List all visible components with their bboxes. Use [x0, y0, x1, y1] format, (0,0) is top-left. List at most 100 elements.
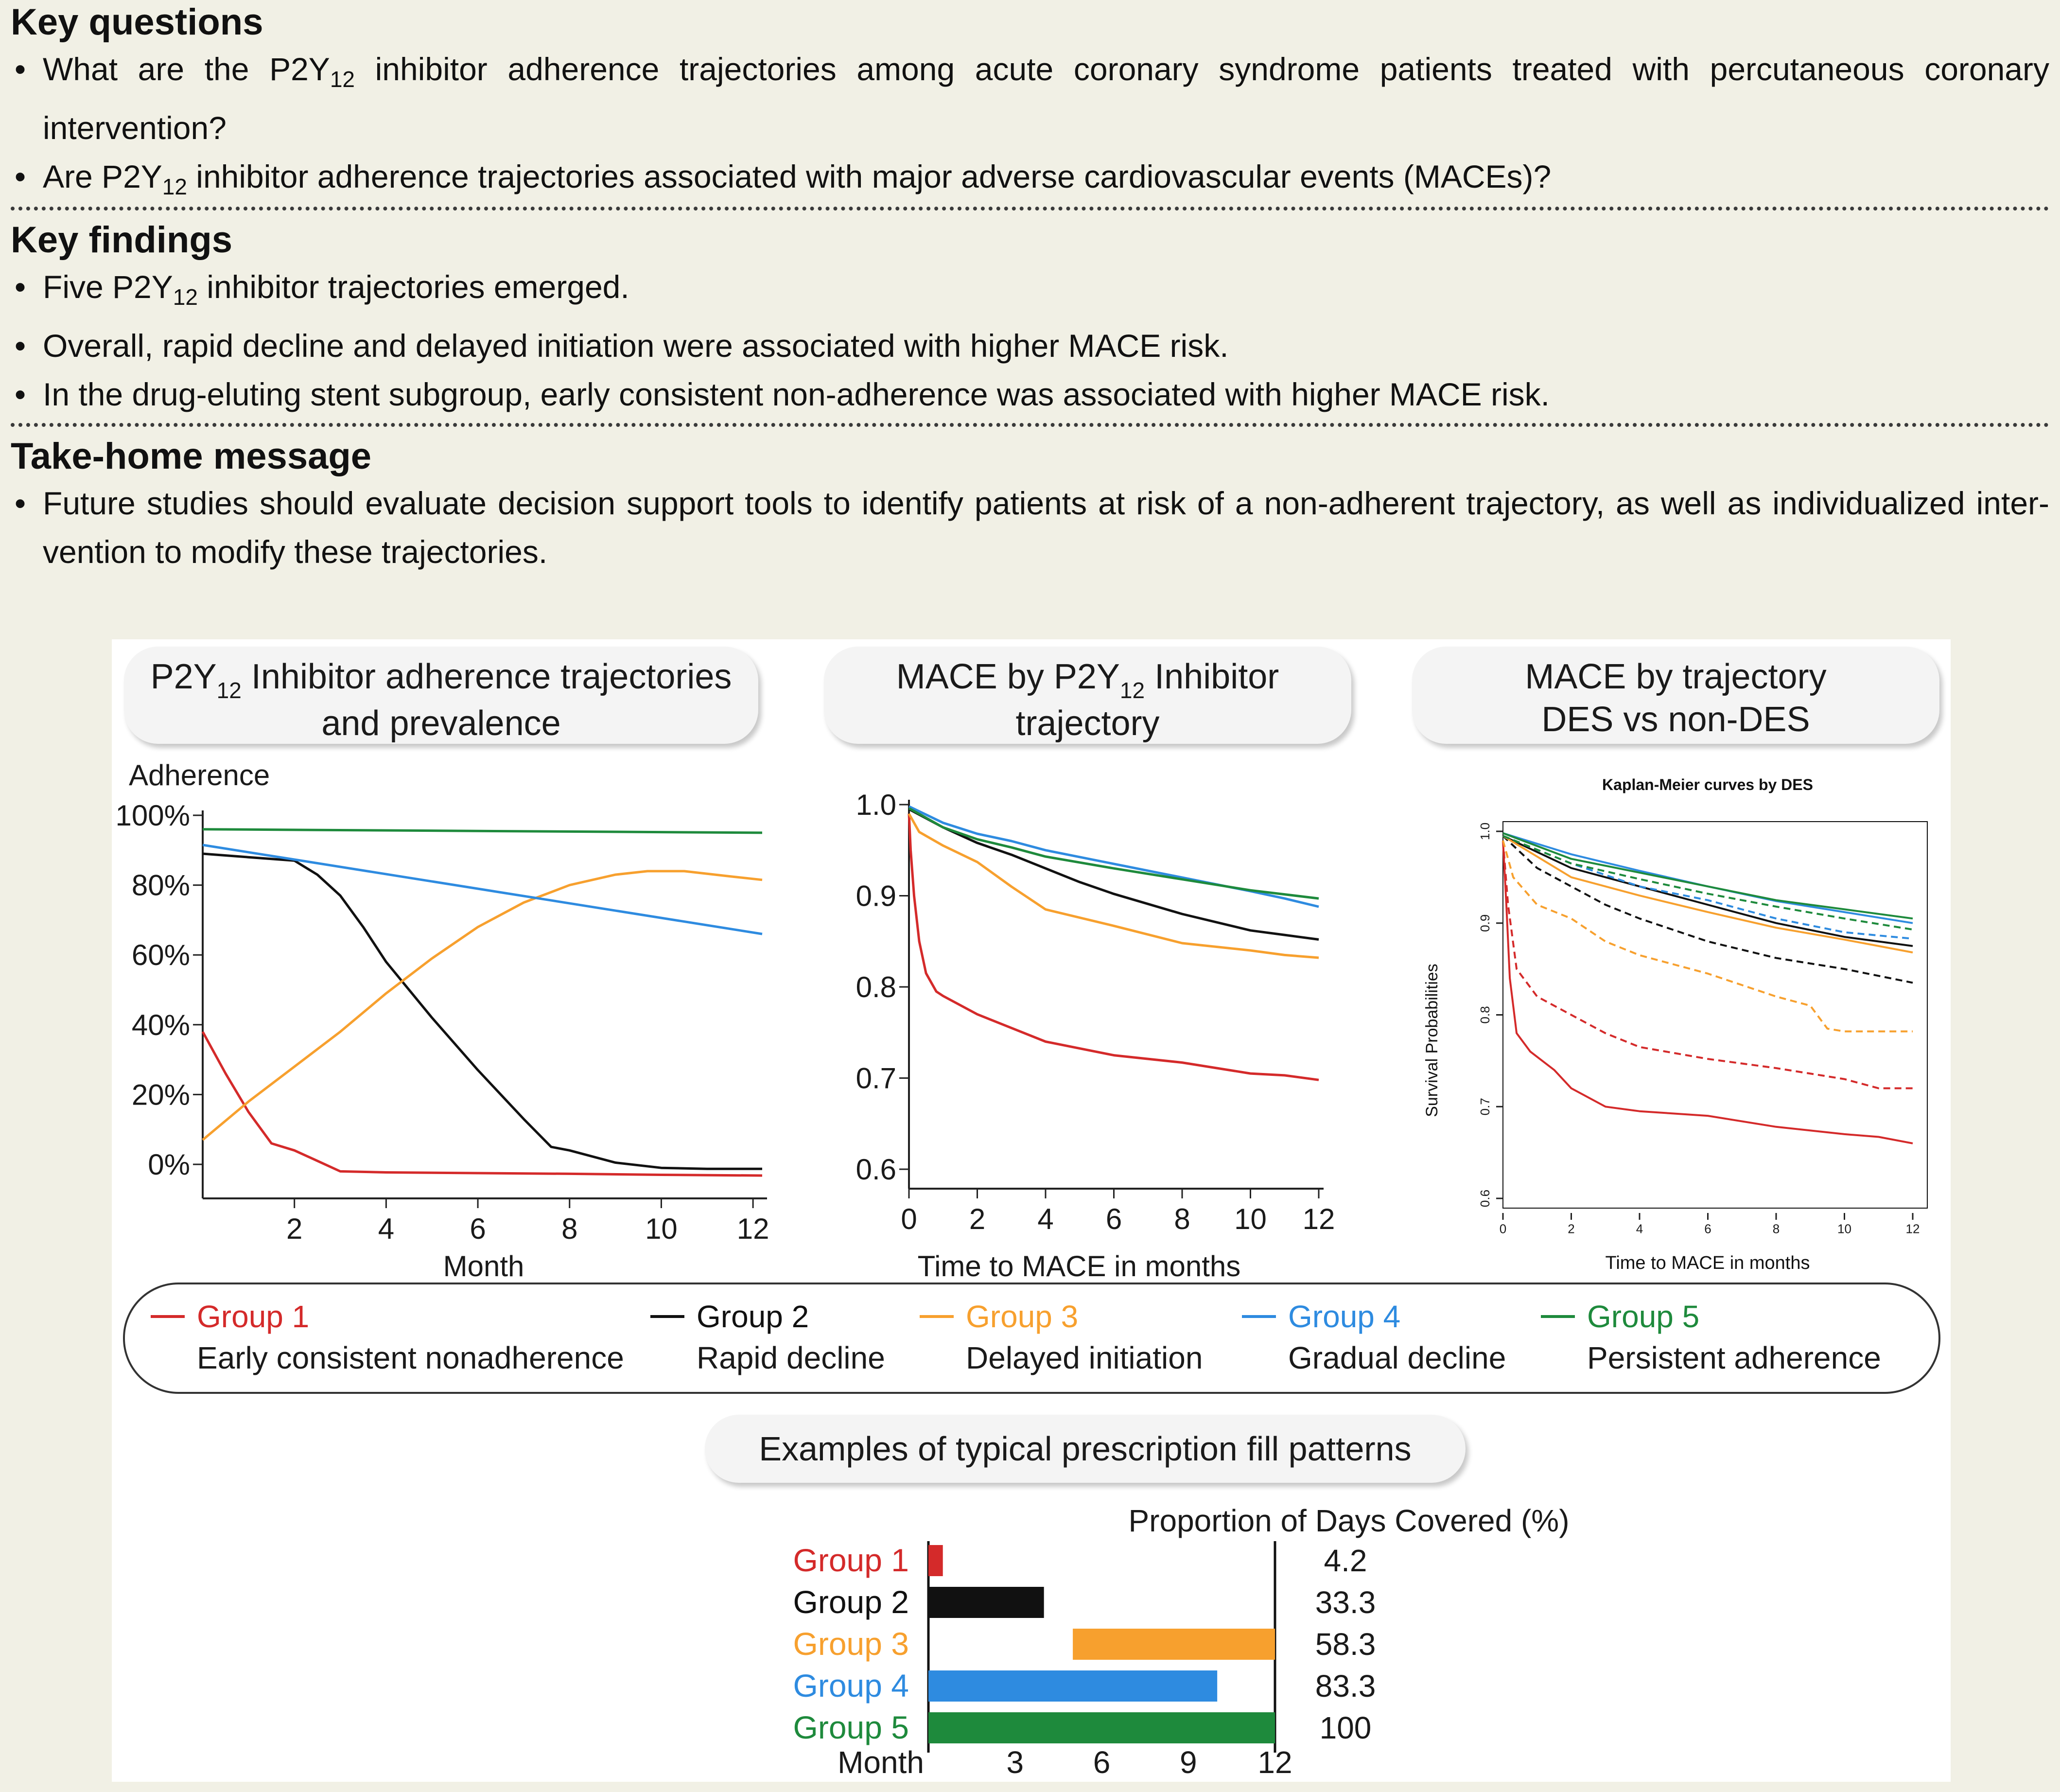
panel-title-des: MACE by trajectory DES vs non-DES	[1412, 647, 1939, 744]
legend-box	[123, 1283, 1940, 1394]
fill-pattern-chart: Proportion of Days Covered (%) Month Gro…	[793, 1503, 1570, 1780]
bar-value-label: 83.3	[1315, 1669, 1376, 1704]
x-tick-label: 6	[470, 1212, 486, 1245]
y-tick-label: 0.9	[856, 880, 896, 913]
bar-value-label: 100	[1320, 1710, 1372, 1745]
y-tick-label: 0.7	[856, 1062, 896, 1095]
x-tick-label: 12	[1303, 1203, 1335, 1235]
km-chart-title: Kaplan-Meier curves by DES	[1602, 776, 1813, 793]
y-tick-label: 60%	[132, 939, 190, 971]
figure-panel: P2Y12 Inhibitor adherence trajectories a…	[112, 639, 1951, 1782]
key-questions-title: Key questions	[11, 1, 263, 43]
y-tick-label: 1.0	[1478, 823, 1492, 840]
y-tick-label: 0.7	[1478, 1098, 1492, 1115]
fill-month-label: Month	[838, 1745, 924, 1780]
y-tick-label: 0.8	[1478, 1006, 1492, 1023]
bar-x-tick-label: 9	[1180, 1745, 1197, 1780]
bar-value-label: 58.3	[1315, 1627, 1376, 1662]
take-home-title: Take-home message	[11, 436, 372, 477]
legend-group: Group 3	[966, 1299, 1078, 1334]
mace-x-label: Time to MACE in months	[918, 1250, 1241, 1283]
bar-category-label: Group 5	[793, 1709, 909, 1745]
key-questions-section: Key questions What are the P2Y12 inhibit…	[11, 0, 2049, 211]
legend-group: Group 2	[697, 1299, 809, 1334]
series-line	[1502, 835, 1913, 984]
series-line	[1502, 835, 1913, 947]
pdc-title: Proportion of Days Covered (%)	[1128, 1503, 1569, 1538]
x-tick-label: 4	[1037, 1203, 1053, 1235]
bar-category-label: Group 3	[793, 1626, 909, 1662]
x-tick-label: 8	[1174, 1203, 1190, 1235]
bar-category-label: Group 1	[793, 1542, 909, 1578]
adherence-x-label: Month	[443, 1250, 524, 1283]
legend-group: Group 5	[1587, 1299, 1699, 1334]
series-line	[201, 1031, 763, 1177]
adherence-trajectory-chart: Adherence Month 0% 20% 40% 60% 80% 100% 2 4 6 8 10…	[116, 759, 769, 1283]
take-home-section: Take-home message Future studies should …	[11, 434, 2049, 576]
x-tick-label: 12	[737, 1212, 769, 1245]
x-tick-label: 6	[1106, 1203, 1122, 1235]
km-y-label: Survival Probabilities	[1423, 964, 1441, 1117]
y-tick-label: 0%	[148, 1148, 190, 1181]
y-tick-label: 20%	[132, 1078, 190, 1111]
y-tick-label: 0.6	[1478, 1190, 1492, 1207]
series-line	[1502, 835, 1913, 954]
key-findings-section: Key findings Five P2Y12 inhibitor trajec…	[11, 218, 2049, 419]
y-tick-label: 0.9	[1478, 914, 1492, 932]
panel-title-trajectories: P2Y12 Inhibitor adherence trajectories a…	[124, 647, 758, 744]
mace-trajectory-chart: Time to MACE in months 0.6 0.7 0.8 0.9 1.0 0 2…	[856, 789, 1335, 1283]
y-tick-label: 1.0	[856, 789, 896, 821]
key-question-1: What are the P2Y12 inhibitor adherence t…	[11, 45, 2049, 152]
series-line	[1502, 840, 1913, 1144]
y-tick-label: 0.6	[856, 1153, 896, 1186]
key-findings-title: Key findings	[11, 219, 233, 261]
x-tick-label: 0	[1500, 1221, 1506, 1236]
series-line	[202, 870, 763, 1141]
x-tick-label: 2	[969, 1203, 985, 1235]
series-line	[908, 813, 1319, 959]
series-line	[908, 813, 1319, 1081]
legend-desc: Delayed initiation	[966, 1340, 1203, 1375]
series-line	[908, 808, 1319, 941]
y-tick-label: 0.8	[856, 971, 896, 1003]
bar	[1073, 1629, 1275, 1660]
legend-desc: Persistent adherence	[1587, 1340, 1881, 1375]
series-line	[1502, 840, 1913, 1033]
legend: Group 1 Early consistent nonadherence Grou…	[151, 1299, 1881, 1375]
x-tick-label: 10	[1837, 1221, 1851, 1236]
series-line	[202, 828, 763, 834]
x-tick-label: 10	[1234, 1203, 1267, 1235]
x-tick-label: 4	[378, 1212, 394, 1245]
x-tick-label: 12	[1906, 1221, 1920, 1236]
series-line	[202, 843, 763, 935]
bar	[928, 1587, 1044, 1618]
x-tick-label: 8	[1773, 1221, 1780, 1236]
legend-desc: Early consistent nonadherence	[197, 1340, 624, 1375]
panel-title-mace: MACE by P2Y12 Inhibitor trajectory	[824, 647, 1351, 744]
key-question-2: Are P2Y12 inhibitor adherence trajectori…	[11, 152, 2049, 211]
x-tick-label: 0	[901, 1203, 917, 1235]
bar-x-tick-label: 3	[1006, 1745, 1024, 1780]
y-tick-label: 100%	[116, 799, 190, 832]
series-line	[202, 852, 762, 1170]
bar-x-tick-label: 12	[1257, 1745, 1292, 1780]
bar	[928, 1712, 1275, 1743]
x-tick-label: 8	[561, 1212, 577, 1245]
x-tick-label: 2	[1568, 1221, 1574, 1236]
legend-desc: Rapid decline	[697, 1340, 885, 1375]
legend-desc: Gradual decline	[1288, 1340, 1506, 1375]
adherence-axis-label: Adherence	[129, 759, 270, 791]
key-finding-1: Five P2Y12 inhibitor trajectories emerge…	[11, 263, 2049, 321]
bar	[928, 1545, 943, 1576]
fill-patterns-title: Examples of typical prescription fill pa…	[705, 1415, 1466, 1483]
bar-x-tick-label: 6	[1093, 1745, 1111, 1780]
series-line	[908, 807, 1319, 900]
x-tick-label: 10	[645, 1212, 678, 1245]
charts-canvas: Adherence Month 0% 20% 40% 60% 80% 100% 2 4 6 8 10…	[116, 759, 1940, 1780]
series-line	[1502, 832, 1913, 920]
take-home-1: Future studies should evaluate decision …	[11, 479, 2049, 576]
key-finding-2: Overall, rapid decline and delayed initi…	[11, 321, 2049, 370]
series-line	[1502, 835, 1913, 931]
legend-group: Group 1	[197, 1299, 309, 1334]
legend-group: Group 4	[1288, 1299, 1400, 1334]
